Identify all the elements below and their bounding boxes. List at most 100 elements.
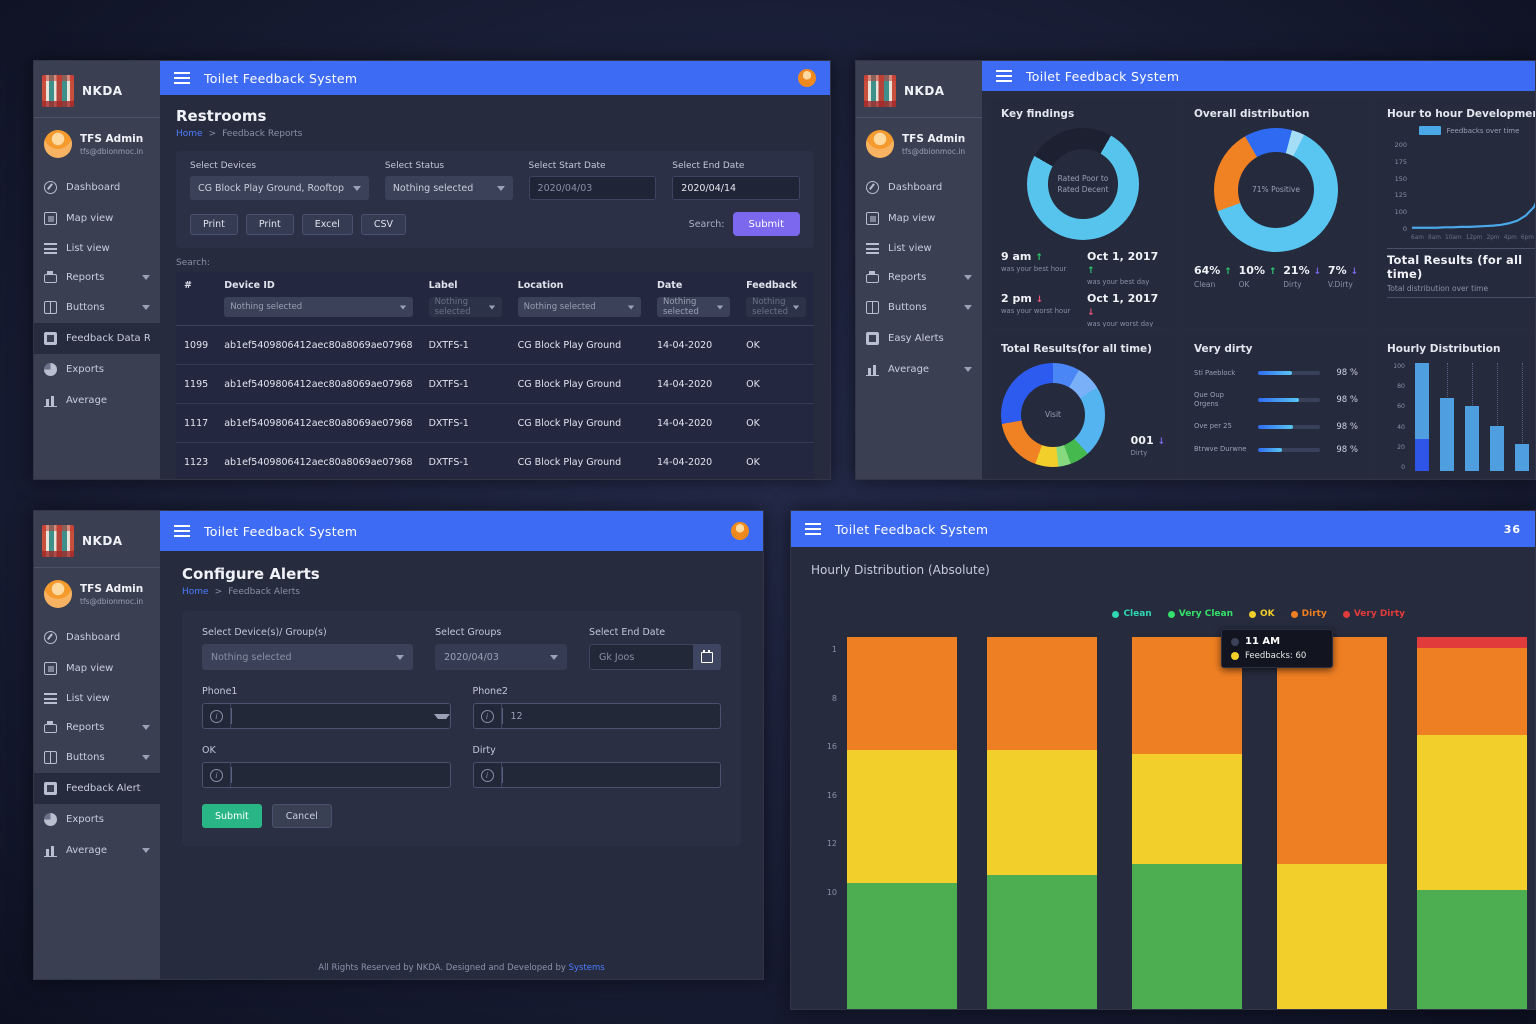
legend-item-dirty[interactable]: Dirty [1290, 609, 1327, 619]
column-header: # [184, 280, 192, 291]
chevron-down-icon [142, 305, 150, 310]
user-avatar[interactable] [866, 130, 894, 158]
sidebar-item-reports[interactable]: Reports [34, 713, 160, 742]
breadcrumb-home-link[interactable]: Home [182, 587, 209, 597]
menu-icon[interactable] [174, 525, 190, 537]
sidebar-item-dashboard[interactable]: Dashboard [856, 172, 982, 203]
distribution-stat: 10% ↑ OK [1238, 264, 1277, 289]
filter-input-2[interactable]: 2020/04/03 [528, 176, 657, 200]
user-block: TFS Admin tfs@dbionmoc.in [34, 118, 160, 172]
sidebar-item-feedback-alert[interactable]: Feedback Alert [34, 773, 160, 804]
sidebar-item-feedback-data-report[interactable]: Feedback Data Report [34, 323, 160, 354]
chevron-down-icon [399, 305, 406, 309]
table-cell: DXTFS-1 [420, 364, 510, 404]
table-search-label: Search: [176, 258, 210, 268]
column-filter-select[interactable]: Nothing selected [224, 297, 413, 317]
legend-item-very-clean[interactable]: Very Clean [1167, 609, 1233, 619]
sidebar-item-label: Exports [66, 814, 104, 825]
sidebar-item-average[interactable]: Average [34, 385, 160, 416]
y-tick-label: 16 [826, 790, 837, 800]
sidebar-item-exports[interactable]: Exports [34, 804, 160, 835]
sidebar-item-map-view[interactable]: Map view [34, 653, 160, 684]
table-row: 1099 ab1ef5409806412aec80a8069ae07968 DXTF… [176, 325, 814, 365]
column-filter-select[interactable]: Nothing selected [517, 297, 641, 317]
cancel-button[interactable]: Cancel [271, 804, 332, 828]
submit-button[interactable]: Submit [202, 804, 262, 828]
groups-select[interactable]: 2020/04/03 [435, 644, 568, 670]
sidebar-item-list-view[interactable]: List view [34, 684, 160, 713]
menu-icon[interactable] [805, 523, 821, 535]
sidebar-item-exports[interactable]: Exports [34, 354, 160, 385]
phone2-input[interactable]: i 12 [472, 703, 721, 729]
filter-input-1[interactable]: Nothing selected [384, 176, 513, 200]
sidebar-item-map-view[interactable]: Map view [34, 203, 160, 234]
column-filter-select[interactable]: Nothing selected [657, 297, 731, 317]
sidebar-item-reports[interactable]: Reports [34, 263, 160, 292]
legend-item-ok[interactable]: OK [1249, 609, 1275, 619]
calendar-button[interactable] [692, 644, 721, 670]
table-cell: ab1ef5409806412aec80a8069ae07968 [216, 403, 421, 443]
sidebar-item-reports[interactable]: Reports [856, 263, 982, 292]
sidebar-item-easy-alerts[interactable]: Easy Alerts [856, 323, 982, 354]
sidebar-item-label: Reports [888, 272, 927, 283]
down-arrow-icon: ↓ [1035, 295, 1044, 305]
legend-item-clean[interactable]: Clean [1112, 609, 1152, 619]
app-title: Toilet Feedback System [204, 523, 358, 539]
bar-segment-green [1417, 890, 1527, 1009]
legend-label: Dirty [1301, 609, 1327, 619]
end-date-input[interactable]: Gk Joos [589, 644, 693, 670]
table-cell: 14-04-2020 [649, 325, 739, 365]
sidebar-item-dashboard[interactable]: Dashboard [34, 622, 160, 653]
card-hour-development: Hour to hour Development Feedbacks over … [1376, 99, 1535, 327]
user-avatar[interactable] [731, 522, 749, 540]
csv-button[interactable]: CSV [360, 213, 407, 235]
sidebar-item-list-view[interactable]: List view [34, 234, 160, 263]
header-badge[interactable]: 36 [1503, 522, 1521, 536]
excel-button[interactable]: Excel [301, 213, 353, 235]
sidebar-item-average[interactable]: Average [34, 835, 160, 866]
phone1-input[interactable]: i [202, 703, 451, 729]
menu-icon[interactable] [996, 70, 1012, 82]
sidebar-item-map-view[interactable]: Map view [856, 203, 982, 234]
column-filter-select[interactable]: Nothing selected [746, 297, 806, 317]
sidebar-item-dashboard[interactable]: Dashboard [34, 172, 160, 203]
table-cell: OK [738, 325, 814, 365]
filter-input-0[interactable]: CG Block Play Ground, Rooftop [190, 176, 369, 200]
sidebar-item-buttons[interactable]: Buttons [34, 742, 160, 773]
legend-item-very-dirty[interactable]: Very Dirty [1342, 609, 1405, 619]
sidebar-item-label: Feedback Alert [66, 783, 141, 794]
footer-link[interactable]: Systems [568, 963, 605, 973]
user-name: TFS Admin [80, 132, 144, 145]
downp-arrow-icon: ↓ [1313, 267, 1321, 277]
sidebar-item-list-view[interactable]: List view [856, 234, 982, 263]
sidebar-item-average[interactable]: Average [856, 354, 982, 385]
print-button[interactable]: Print [190, 213, 238, 235]
dirty-input[interactable]: i [472, 762, 721, 788]
table-filter-row: Nothing selected Nothing selected Nothing … [176, 293, 814, 326]
filter-field: Select Status Nothing selected [384, 161, 513, 200]
y-tick-label: 175 [1394, 157, 1407, 166]
filter-label: Select Devices [190, 161, 257, 171]
breadcrumb: Home > Feedback Alerts [182, 587, 300, 597]
filter-input-3[interactable]: 2020/04/14 [672, 176, 801, 200]
submit-button[interactable]: Submit [732, 212, 800, 236]
list-icon [866, 243, 879, 254]
sidebar-item-buttons[interactable]: Buttons [856, 292, 982, 323]
up-arrow-icon: ↑ [1268, 267, 1277, 277]
ok-input[interactable]: i [202, 762, 451, 788]
user-avatar[interactable] [44, 130, 72, 158]
devices-select[interactable]: Nothing selected [202, 644, 414, 670]
print-button[interactable]: Print [245, 213, 294, 235]
user-avatar[interactable] [44, 580, 72, 608]
table-cell: DXTFS-1 [420, 403, 510, 443]
column-filter-select[interactable]: Nothing selected [428, 297, 502, 317]
filter-label: Select Status [384, 161, 445, 171]
y-tick-label: 60 [1397, 403, 1405, 411]
menu-icon[interactable] [174, 72, 190, 84]
table-cell: DXTFS-1 [420, 442, 510, 479]
breadcrumb-home-link[interactable]: Home [176, 129, 203, 139]
sidebar-item-buttons[interactable]: Buttons [34, 292, 160, 323]
user-avatar[interactable] [798, 69, 816, 87]
reports-icon [44, 271, 57, 283]
sidebar-item-label: Dashboard [888, 182, 943, 193]
